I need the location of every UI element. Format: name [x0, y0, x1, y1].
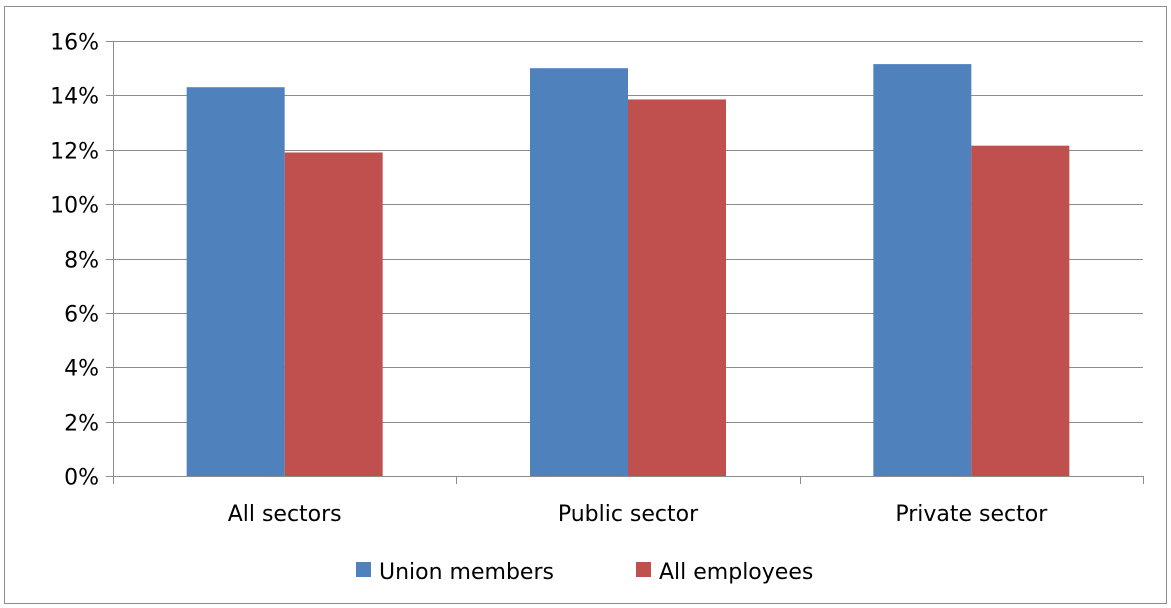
legend-item: Union members [356, 560, 554, 585]
y-tick-label: 8% [64, 249, 99, 274]
y-tick-label: 16% [50, 31, 99, 56]
bar-union-members [530, 68, 628, 476]
y-tick-labels: 0% 2% 4% 6% 8% 10% 12% 14% 16% [50, 31, 99, 491]
bar-all-employees [284, 152, 383, 476]
x-tick-label: Private sector [895, 502, 1048, 527]
legend: Union members All employees [356, 560, 813, 585]
legend-item: All employees [636, 560, 813, 585]
bars [186, 64, 1070, 476]
x-tick-label: All sectors [228, 502, 342, 527]
bar-union-members [186, 87, 285, 476]
y-tick-label: 0% [64, 466, 99, 491]
axes [106, 41, 1144, 484]
y-tick-label: 10% [50, 194, 99, 219]
bar-union-members [873, 64, 972, 476]
legend-label: Union members [379, 560, 554, 585]
y-tick-label: 14% [50, 85, 99, 110]
legend-swatch [356, 562, 371, 577]
y-tick-label: 6% [64, 303, 99, 328]
bar-all-employees [628, 99, 726, 476]
y-tick-label: 12% [50, 140, 99, 165]
x-tick-label: Public sector [558, 502, 699, 527]
legend-label: All employees [659, 560, 813, 585]
y-tick-label: 2% [64, 412, 99, 437]
legend-swatch [636, 562, 651, 577]
x-tick-labels: All sectors Public sector Private sector [228, 502, 1049, 527]
bar-all-employees [971, 145, 1070, 476]
y-tick-label: 4% [64, 357, 99, 382]
